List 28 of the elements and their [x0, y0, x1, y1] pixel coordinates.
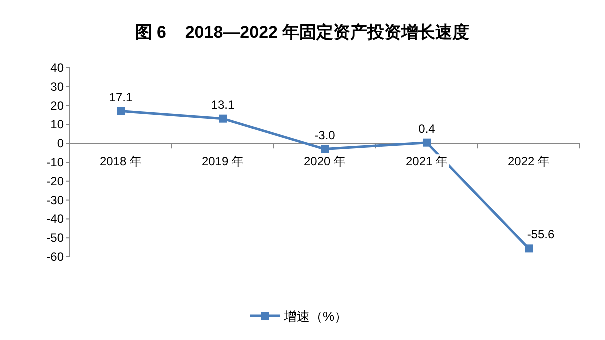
- x-tick-label: 2019 年: [202, 154, 244, 169]
- data-label: 0.4: [418, 122, 436, 136]
- y-tick-label: -10: [46, 156, 64, 170]
- y-tick-label: 0: [57, 136, 64, 151]
- y-tick-label: 30: [50, 80, 64, 94]
- y-tick-label: 20: [50, 98, 64, 113]
- y-tick-label: -30: [46, 193, 64, 208]
- y-tick-label: 40: [50, 61, 64, 75]
- point: [423, 138, 431, 147]
- y-tick-label: -20: [46, 174, 64, 188]
- data-label: 17.1: [109, 90, 133, 104]
- legend-label: 增速（%）: [283, 309, 348, 324]
- y-tick-label: -60: [46, 250, 64, 264]
- point: [321, 145, 329, 154]
- point: [219, 114, 227, 123]
- point: [525, 244, 533, 253]
- y-tick-label: -50: [46, 231, 64, 246]
- data-label: -55.6: [527, 228, 555, 242]
- x-tick-label: 2018 年: [100, 154, 142, 169]
- chart-title: 图 6 2018—2022 年固定资产投资增长速度: [135, 23, 470, 42]
- x-tick-label: 2021 年: [406, 154, 448, 169]
- point: [117, 107, 125, 116]
- y-tick-label: -40: [46, 212, 64, 226]
- y-tick-label: 10: [50, 118, 64, 132]
- data-label: -3.0: [314, 128, 336, 142]
- data-label: 13.1: [211, 98, 235, 112]
- x-tick-label: 2020 年: [304, 154, 346, 169]
- x-tick-label: 2022 年: [508, 154, 550, 169]
